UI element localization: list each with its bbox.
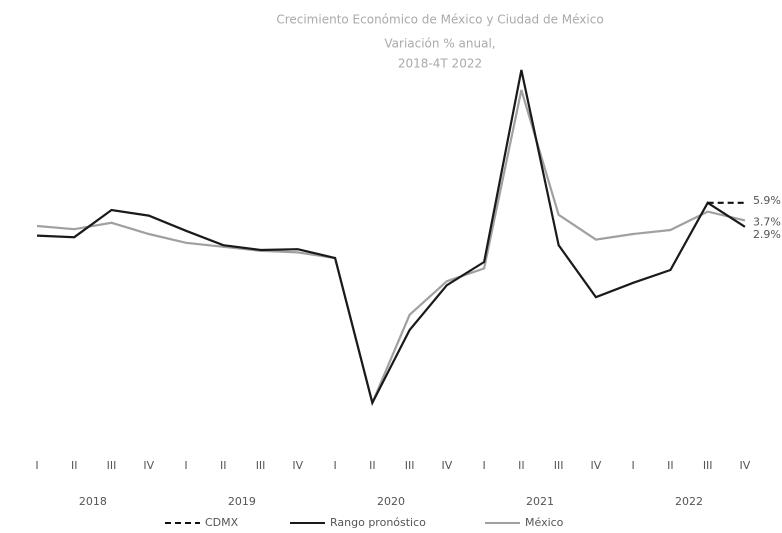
x-tick-label: I <box>482 459 485 472</box>
chart-title: Crecimiento Económico de México y Ciudad… <box>276 13 603 27</box>
year-label: 2022 <box>675 495 703 508</box>
year-label: 2021 <box>526 495 554 508</box>
series-line <box>36 69 746 406</box>
x-tick-label: I <box>632 459 635 472</box>
year-label: 2019 <box>228 495 256 508</box>
x-tick-label: IV <box>441 459 452 472</box>
series-line <box>36 89 746 407</box>
x-tick-label: I <box>333 459 336 472</box>
x-tick-label: II <box>71 459 78 472</box>
legend-label: México <box>525 516 564 529</box>
x-tick-label: IV <box>292 459 303 472</box>
x-tick-label: III <box>256 459 266 472</box>
x-tick-label: II <box>518 459 525 472</box>
chart-subtitle: 2018-4T 2022 <box>398 57 482 71</box>
chart-subtitle: Variación % anual, <box>384 37 495 51</box>
legend-label: CDMX <box>205 516 239 529</box>
year-label: 2018 <box>79 495 107 508</box>
year-label: 2020 <box>377 495 405 508</box>
x-tick-label: I <box>35 459 38 472</box>
x-tick-label: I <box>184 459 187 472</box>
x-tick-label: III <box>703 459 713 472</box>
x-tick-label: II <box>369 459 376 472</box>
x-tick-label: II <box>667 459 674 472</box>
x-tick-label: IV <box>740 459 751 472</box>
value-label: 3.7% <box>753 215 781 228</box>
legend-label: Rango pronóstico <box>330 516 426 529</box>
x-tick-label: II <box>220 459 227 472</box>
x-tick-label: III <box>554 459 564 472</box>
x-tick-label: III <box>107 459 117 472</box>
x-tick-label: IV <box>591 459 602 472</box>
x-tick-label: IV <box>143 459 154 472</box>
x-tick-label: III <box>405 459 415 472</box>
value-label: 5.9% <box>753 194 781 207</box>
value-label: 2.9% <box>753 228 781 241</box>
